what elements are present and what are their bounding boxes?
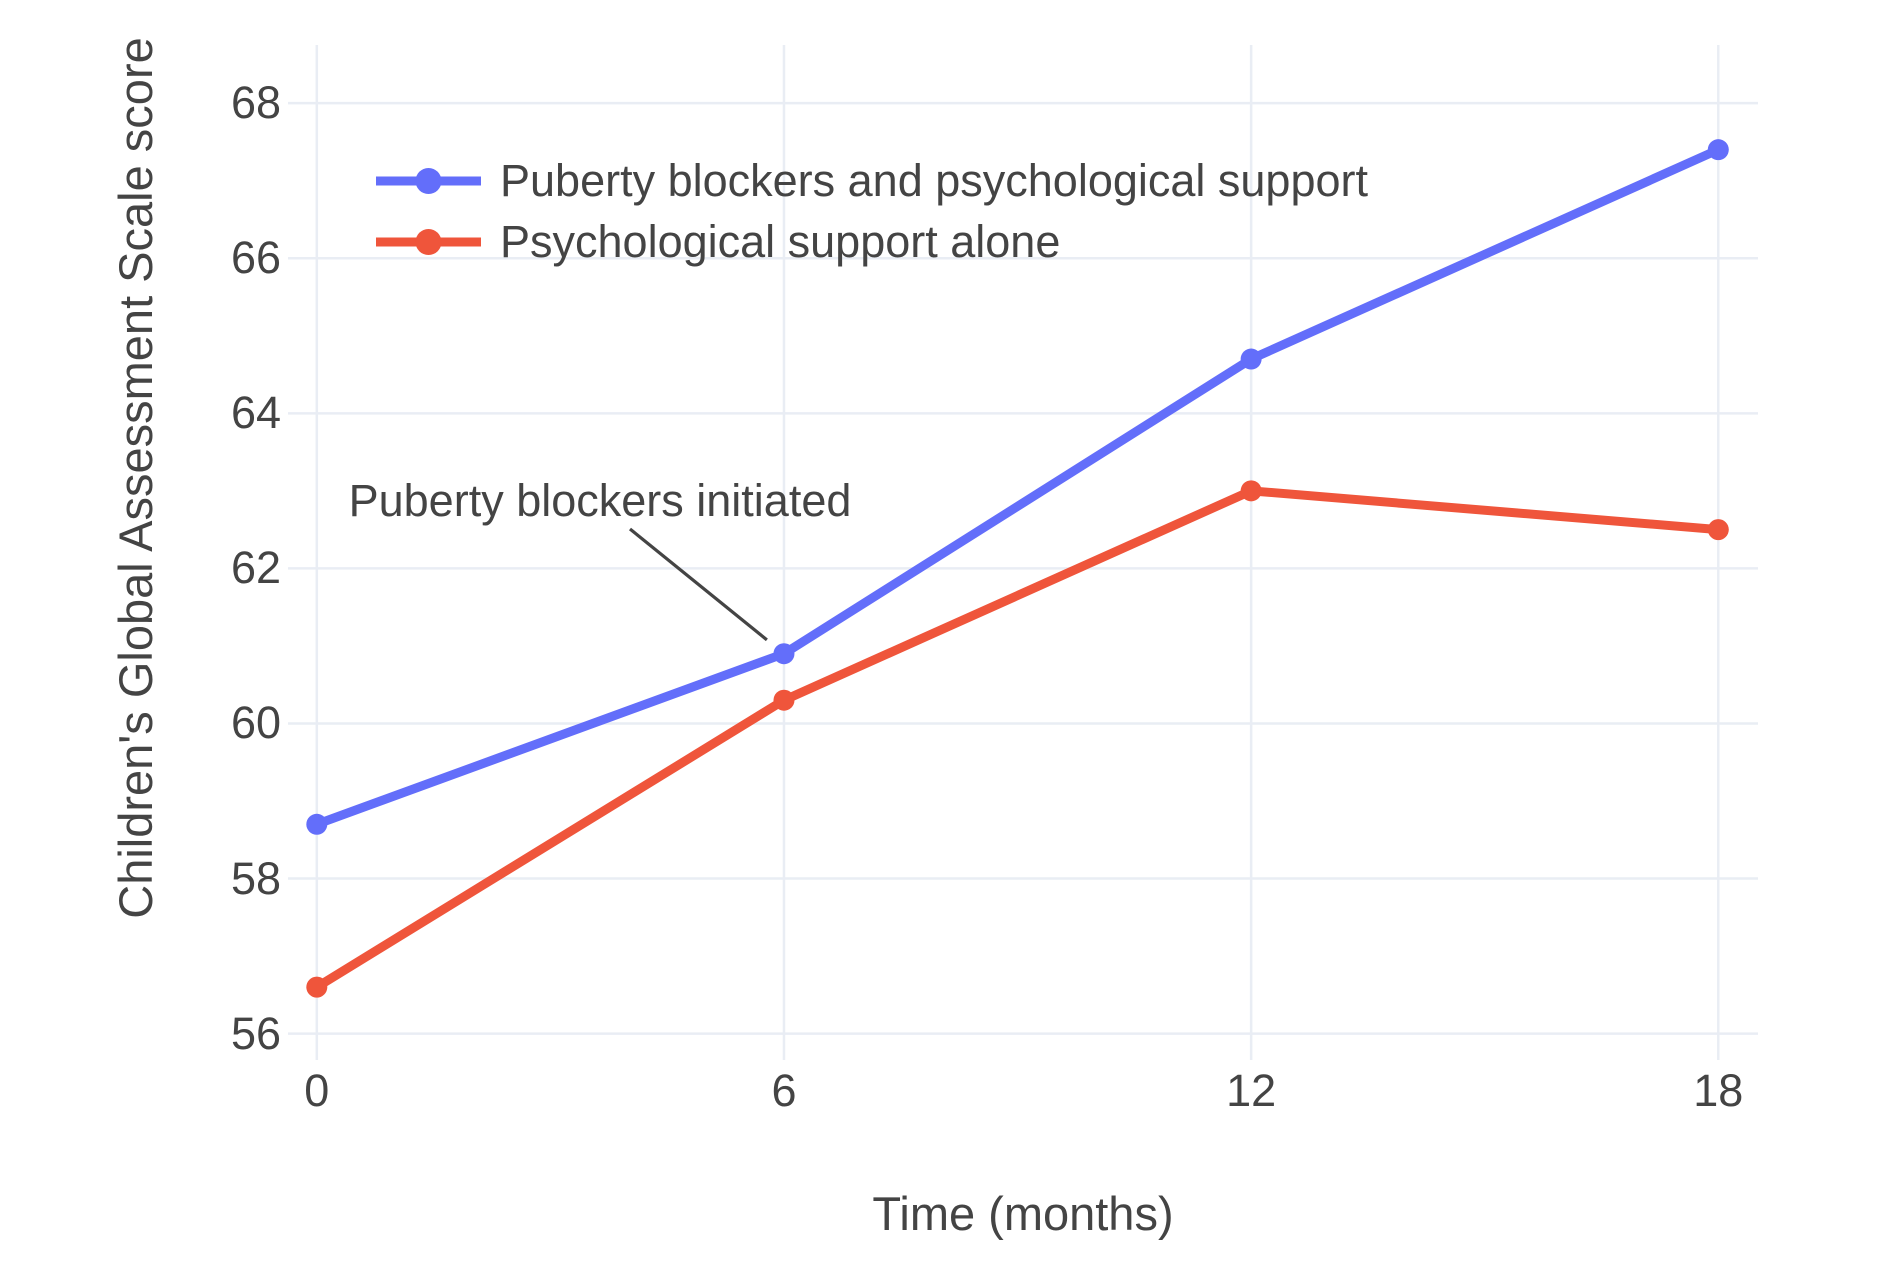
data-point-marker[interactable]: [1707, 139, 1729, 161]
x-tick-label: 0: [304, 1065, 330, 1116]
legend-item-puberty-blockers[interactable]: Puberty blockers and psychological suppo…: [376, 158, 1368, 204]
data-point-marker[interactable]: [1240, 480, 1262, 502]
x-tick-label: 18: [1693, 1065, 1744, 1116]
y-axis-title: Children's Global Assessment Scale score: [109, 37, 162, 919]
x-tick-label: 12: [1226, 1065, 1277, 1116]
data-point-marker[interactable]: [306, 813, 328, 835]
y-tick-label: 62: [230, 542, 281, 594]
data-point-marker[interactable]: [773, 643, 795, 665]
annotation-arrow-line: [628, 527, 768, 642]
x-axis-title: Time (months): [872, 1187, 1174, 1240]
series-line: [312, 145, 1723, 829]
annotation-puberty-blockers-initiated: Puberty blockers initiated: [348, 475, 852, 526]
legend-item-psych-support-alone[interactable]: Psychological support alone: [376, 219, 1368, 265]
data-point-marker[interactable]: [1707, 519, 1729, 541]
y-tick-label: 68: [230, 77, 281, 129]
x-tick-label: 6: [771, 1065, 797, 1116]
y-tick-label: 58: [230, 852, 281, 904]
series-line: [312, 486, 1723, 992]
y-tick-label: 66: [230, 232, 281, 284]
y-tick-label: 64: [230, 387, 281, 439]
legend-label: Puberty blockers and psychological suppo…: [500, 155, 1368, 206]
data-point-marker[interactable]: [1240, 348, 1262, 370]
data-point-marker[interactable]: [773, 689, 795, 711]
legend-label: Psychological support alone: [500, 216, 1061, 267]
data-point-marker[interactable]: [306, 976, 328, 998]
legend-swatch-line-marker: [376, 229, 481, 255]
y-tick-label: 60: [230, 697, 281, 749]
y-tick-label: 56: [230, 1007, 281, 1059]
legend-swatch-line-marker: [376, 168, 481, 194]
legend: Puberty blockers and psychological suppo…: [376, 158, 1368, 280]
